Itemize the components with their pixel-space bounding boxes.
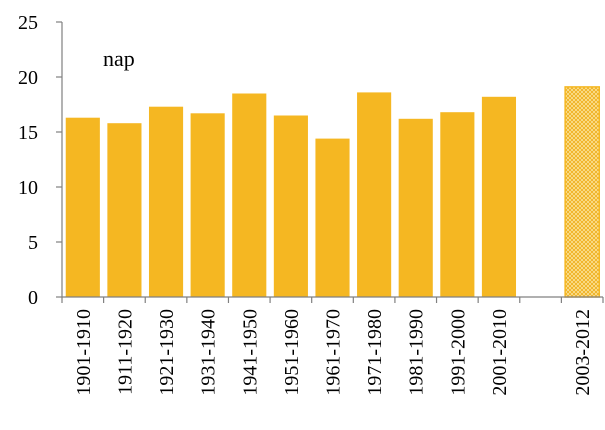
x-tick-label: 1951-1960 (281, 309, 303, 396)
unit-label: nap (103, 46, 135, 71)
x-axis: 1901-1910 1911-1920 1921-1930 1931-1940 1941… (61, 296, 604, 396)
bar (65, 117, 100, 297)
bar (481, 96, 517, 297)
x-tick-label: 1931-1940 (198, 309, 220, 396)
bar (232, 93, 267, 297)
bar (440, 112, 475, 297)
bar (190, 113, 225, 297)
x-tick-label: 1991-2000 (447, 309, 469, 396)
x-tick-label: 1961-1970 (323, 309, 345, 396)
y-tick-label: 15 (18, 122, 38, 144)
y-tick-label: 25 (18, 12, 38, 34)
x-tick-label: 2003-2012 (572, 309, 594, 396)
y-axis: 0 5 10 15 20 25 (18, 12, 63, 309)
bar (107, 123, 142, 297)
x-tick-label: 1971-1980 (364, 309, 386, 396)
x-tick-label: 1981-1990 (406, 309, 428, 396)
x-tick-label: 1921-1930 (156, 309, 178, 396)
y-tick-label: 5 (28, 232, 38, 254)
bar (315, 138, 350, 297)
bar (398, 118, 433, 297)
y-tick-label: 0 (28, 287, 38, 309)
bar (273, 115, 308, 297)
y-tick-label: 20 (18, 67, 38, 89)
x-tick-label: 1901-1910 (73, 309, 95, 396)
x-tick-label: 1941-1950 (239, 309, 261, 396)
x-tick-label: 2001-2010 (489, 309, 511, 396)
y-tick-label: 10 (18, 177, 38, 199)
bar (148, 106, 184, 297)
bar (564, 86, 601, 298)
bar (357, 92, 392, 298)
bars (65, 86, 601, 298)
x-tick-label: 1911-1920 (114, 309, 136, 395)
